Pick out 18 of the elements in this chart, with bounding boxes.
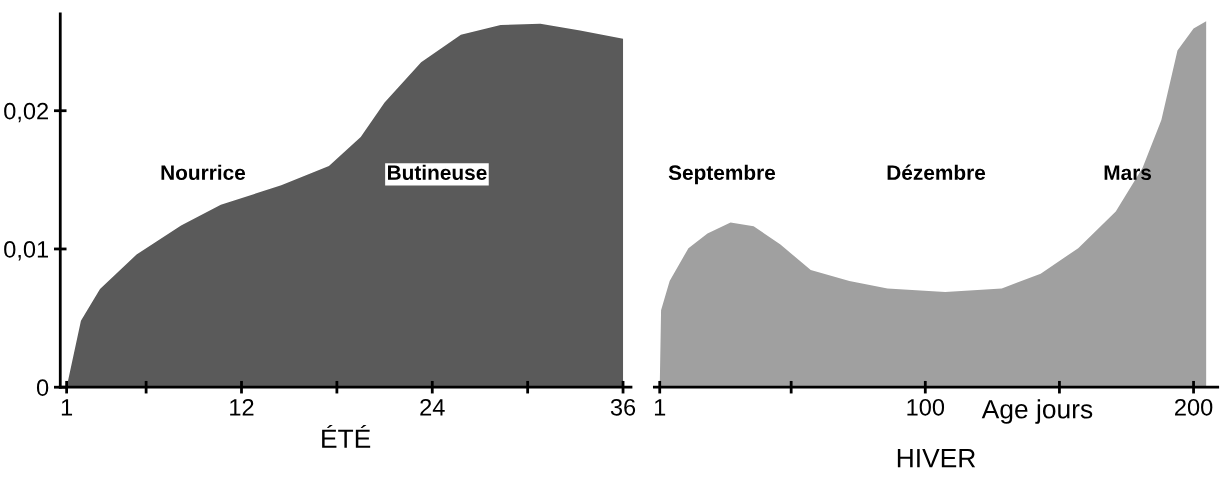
x-tick-label: 24 xyxy=(420,398,445,416)
x-axis-title: ÉTÉ xyxy=(322,424,371,448)
y-tick-label: 0,02 xyxy=(4,102,48,123)
x-tick-label: 200 xyxy=(1175,398,1213,416)
annotation: Mars xyxy=(1104,165,1152,181)
x-tick-label: 36 xyxy=(610,398,636,416)
annotation: Dézembre xyxy=(887,164,986,181)
x-axis-title: HIVER xyxy=(897,449,976,468)
x-tick-label: 1 xyxy=(654,399,666,416)
annotation: Nourrice xyxy=(161,164,246,181)
annotation: Septembre xyxy=(668,164,776,185)
x-tick-label: 12 xyxy=(230,398,254,416)
x-tick-label: 1 xyxy=(61,399,73,416)
y-tick-label: 0 xyxy=(36,379,49,396)
annotation: Butineuse xyxy=(387,164,487,181)
text: Age jours xyxy=(981,399,1093,424)
y-tick-label: 0,01 xyxy=(4,241,49,261)
x-tick-label: 100 xyxy=(907,398,945,416)
